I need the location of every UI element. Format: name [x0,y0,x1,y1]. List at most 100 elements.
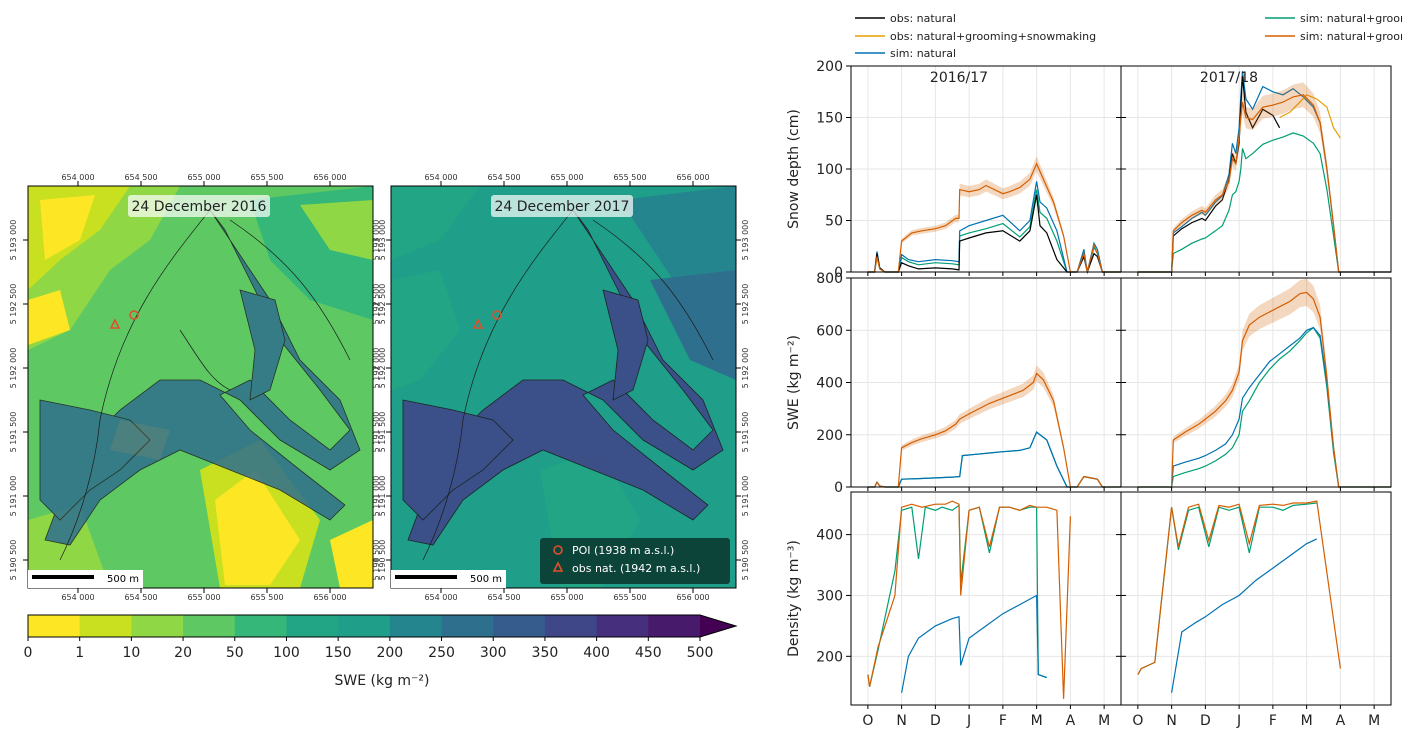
y-axis-label: SWE (kg m⁻²) [786,335,802,430]
map-y-tick-label-left: 5 190 500 [372,540,381,581]
map-y-tick-label-left: 5 192 500 [9,284,18,325]
map-title: 24 December 2017 [495,199,630,215]
colorbar-cell [544,615,598,637]
series-line-obs-natural-grooming-snowmaking [1279,94,1341,139]
y-tick-label: 0 [834,480,843,496]
map-markers [472,310,502,329]
legend-circle-icon [553,545,563,555]
scale-bar-label: 500 m [107,574,139,585]
series-line-sim-natural-grooming-snowmaking [867,372,1121,488]
map-y-tick-label-right: 5 190 500 [378,540,387,581]
series-line-sim-natural [1171,538,1318,693]
colorbar-cell [338,615,391,637]
map-x-tick-label-bottom: 655 000 [550,593,583,602]
map-y-tick-label-left: 5 192 500 [372,284,381,325]
map-y-tick-label-right: 5 191 500 [741,412,750,453]
colorbar-tick-label: 20 [174,645,192,661]
colorbar-cell [648,615,701,637]
colorbar-cell [596,615,649,637]
legend-entry-label: obs: natural+grooming+snowmaking [890,30,1096,43]
series-line-sim-natural-grooming-snowmaking [867,500,1071,699]
uncertainty-band [1137,82,1391,273]
contour-lines [59,209,351,561]
series-line-sim-natural [1137,326,1391,488]
month-label: J [1236,713,1241,729]
map-panel-2017: 24 December 2017 500 m POI (1938 m a.s.l… [390,185,737,589]
series-line-sim-natural-grooming [1137,132,1391,273]
colorbar-tick-label: 500 [687,645,714,661]
colorbar-tick-label: 200 [376,645,403,661]
map-x-tick-label-top: 656 000 [313,173,346,182]
colorbar-tick-label: 300 [480,645,507,661]
map-y-tick-label-right: 5 192 500 [741,284,750,325]
colorbar-tick-label: 10 [122,645,140,661]
map-x-tick-label-bottom: 655 000 [187,593,220,602]
map-x-tick-label-top: 654 000 [424,173,457,182]
y-tick-label: 600 [816,323,843,339]
colorbar-tick-label: 1 [75,645,84,661]
map-terrain-patches [28,186,373,588]
month-label: A [1336,713,1346,729]
legend-entry-label: sim: natural [890,47,956,60]
map-y-tick-label-right: 5 192 500 [378,284,387,325]
map-x-tick-label-top: 655 000 [187,173,220,182]
panel-frame [1120,491,1392,706]
colorbar-tick-label: 0 [24,645,33,661]
map-x-tick-label-top: 655 000 [550,173,583,182]
colorbar-ticks: 0 1 10 20 50 100 150 200 250 300 350 400 450 500 [24,637,714,661]
month-label: J [966,713,971,729]
legend-entry-label: sim: natural+grooming [1300,12,1402,25]
ski-runs [39,209,361,546]
map-y-tick-label-right: 5 192 000 [741,348,750,389]
map-y-tick-label-left: 5 191 500 [372,412,381,453]
month-label: O [1132,713,1143,729]
scale-bar-label: 500 m [470,574,502,585]
colorbar-cell [183,615,236,637]
colorbar-cell [441,615,494,637]
map-y-tick-label-right: 5 190 500 [741,540,750,581]
legend-entry-poi: POI (1938 m a.s.l.) [572,544,674,557]
y-tick-label: 100 [816,162,843,178]
month-label: F [1269,713,1277,729]
series-line-sim-natural-grooming [1137,502,1317,675]
map-y-tick-label-right: 5 191 000 [378,476,387,517]
series-line-sim-natural-grooming-snowmaking [1137,291,1391,488]
map-title-box: 24 December 2017 [491,195,633,217]
y-tick-label: 300 [816,588,843,604]
y-tick-label: 200 [816,649,843,665]
y-tick-label: 200 [816,59,843,75]
month-label: M [1098,713,1110,729]
colorbar-cell [79,615,132,637]
colorbar-tick-label: 100 [273,645,300,661]
map-x-tick-label-bottom: 654 000 [61,593,94,602]
map-y-tick-label-right: 5 193 000 [378,220,387,261]
map-y-tick-label-left: 5 190 500 [9,540,18,581]
obs-triangle-marker [472,318,484,329]
colorbar-tick-label: 250 [428,645,455,661]
legend-triangle-icon [552,561,564,572]
y-tick-label: 150 [816,111,843,127]
map-x-tick-label-bottom: 654 000 [424,593,457,602]
map-x-tick-label-bottom: 656 000 [313,593,346,602]
uncertainty-band [867,365,1121,487]
month-label: M [1031,713,1043,729]
month-label: O [862,713,873,729]
map-y-tick-label-left: 5 191 000 [9,476,18,517]
time-series-grid: 0 50 100 150 200 2016/17 2017/18 Snow depth (cm… [786,59,1392,729]
month-label: F [999,713,1007,729]
poi-circle-marker [492,310,502,320]
map-x-tick-label-bottom: 656 000 [676,593,709,602]
month-label: M [1368,713,1380,729]
y-tick-label: 200 [816,428,843,444]
colorbar-tick-label: 400 [583,645,610,661]
map-x-tick-label-top: 656 000 [676,173,709,182]
map-title: 24 December 2016 [132,199,267,215]
legend-entry-obs: obs nat. (1942 m a.s.l.) [572,562,700,575]
map-axes-ticks: 654 000 654 000 654 500 654 500 655 000 655 0… [9,173,750,602]
panel-1-0: 0 200 400 600 800 [816,271,1122,496]
map-y-tick-label-right: 5 191 500 [378,412,387,453]
y-axis-label: Density (kg m⁻³) [786,540,802,657]
map-legend: POI (1938 m a.s.l.) obs nat. (1942 m a.s… [540,538,730,584]
y-axis-label: Snow depth (cm) [786,109,802,229]
map-x-tick-label-bottom: 654 500 [124,593,157,602]
